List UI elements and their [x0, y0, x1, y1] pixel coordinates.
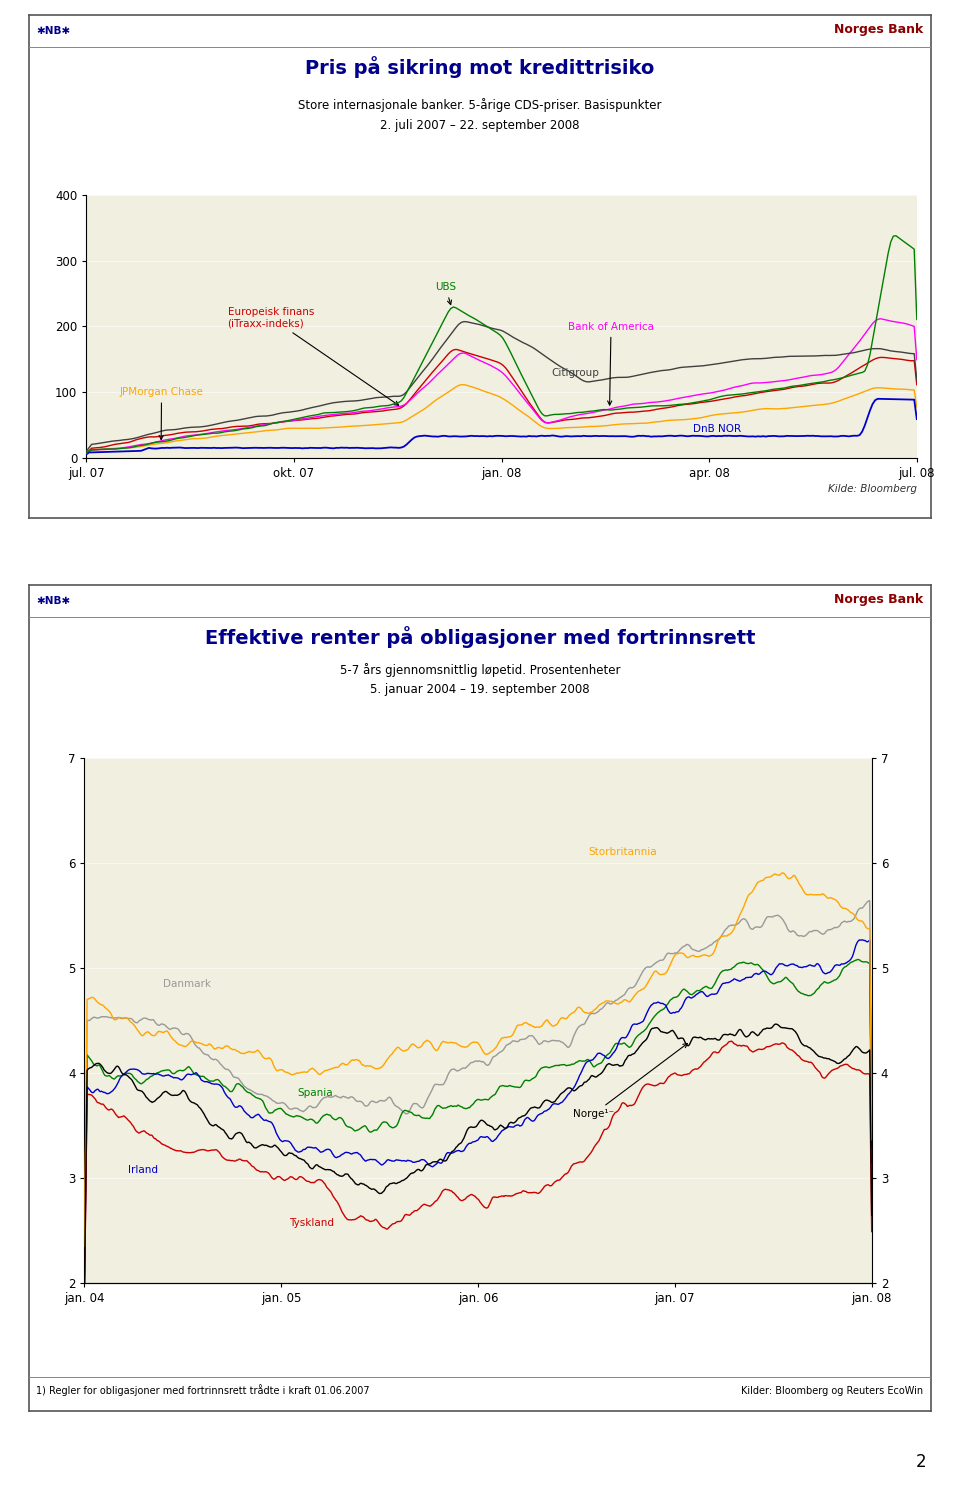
Text: Tyskland: Tyskland: [289, 1217, 334, 1228]
Text: 5. januar 2004 – 19. september 2008: 5. januar 2004 – 19. september 2008: [371, 683, 589, 696]
Text: 1) Regler for obligasjoner med fortrinnsrett trådte i kraft 01.06.2007: 1) Regler for obligasjoner med fortrinns…: [36, 1384, 371, 1396]
Text: DnB NOR: DnB NOR: [692, 423, 741, 434]
Text: JPMorgan Chase: JPMorgan Chase: [120, 387, 204, 440]
Text: Effektive renter på obligasjoner med fortrinnsrett: Effektive renter på obligasjoner med for…: [204, 626, 756, 648]
Text: Storbritannia: Storbritannia: [588, 847, 657, 857]
Text: Citigroup: Citigroup: [551, 368, 599, 378]
Text: Bank of America: Bank of America: [568, 321, 654, 405]
Text: Norge¹⁻: Norge¹⁻: [572, 1043, 687, 1120]
Text: UBS: UBS: [435, 282, 456, 305]
Text: Spania: Spania: [297, 1088, 333, 1099]
Text: 2: 2: [916, 1453, 926, 1471]
Text: ✱NB✱: ✱NB✱: [36, 26, 71, 36]
Text: Pris på sikring mot kredittrisiko: Pris på sikring mot kredittrisiko: [305, 56, 655, 78]
Text: Kilde: Bloomberg: Kilde: Bloomberg: [828, 483, 917, 494]
Text: Danmark: Danmark: [163, 979, 211, 989]
Text: 5-7 års gjennomsnittlig løpetid. Prosentenheter: 5-7 års gjennomsnittlig løpetid. Prosent…: [340, 663, 620, 677]
Text: ✱NB✱: ✱NB✱: [36, 596, 71, 606]
Text: Kilder: Bloomberg og Reuters EcoWin: Kilder: Bloomberg og Reuters EcoWin: [741, 1385, 924, 1396]
Text: 2. juli 2007 – 22. september 2008: 2. juli 2007 – 22. september 2008: [380, 119, 580, 132]
Text: Norges Bank: Norges Bank: [834, 23, 924, 36]
Text: Store internasjonale banker. 5-årige CDS-priser. Basispunkter: Store internasjonale banker. 5-årige CDS…: [299, 98, 661, 111]
Text: Irland: Irland: [128, 1165, 157, 1175]
Text: Norges Bank: Norges Bank: [834, 593, 924, 606]
Text: Europeisk finans
(iTraxx-indeks): Europeisk finans (iTraxx-indeks): [228, 306, 398, 405]
